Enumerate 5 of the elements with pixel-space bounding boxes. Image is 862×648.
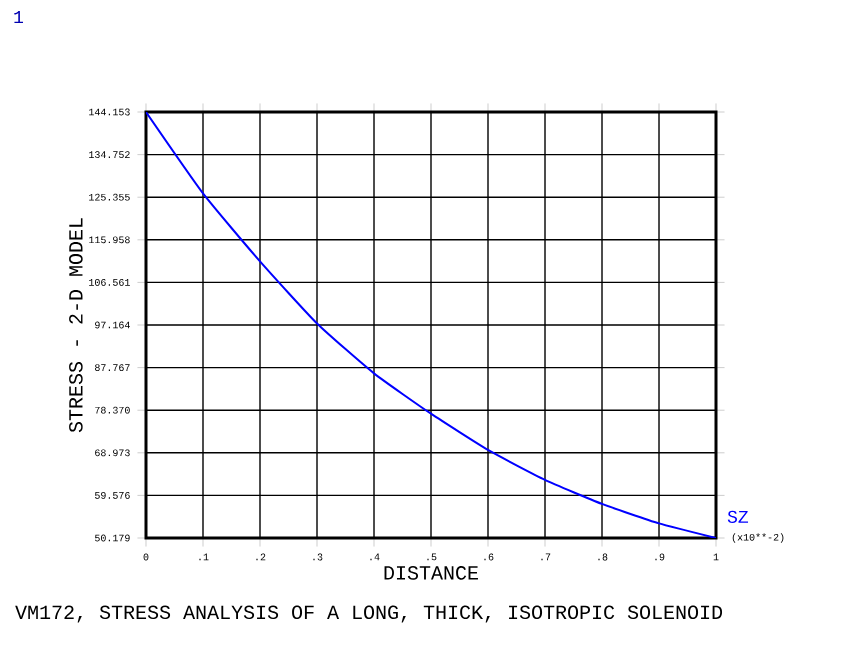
x-axis-title: DISTANCE <box>384 566 478 580</box>
series-label: SZ <box>727 510 749 523</box>
y-axis-title: STRESS - 2-D MODEL <box>69 218 83 433</box>
text: VM172, STRESS ANALYSIS OF A LONG, THICK, ISOTROPIC SOLENOID <box>15 605 723 623</box>
text: 1 <box>14 11 24 23</box>
